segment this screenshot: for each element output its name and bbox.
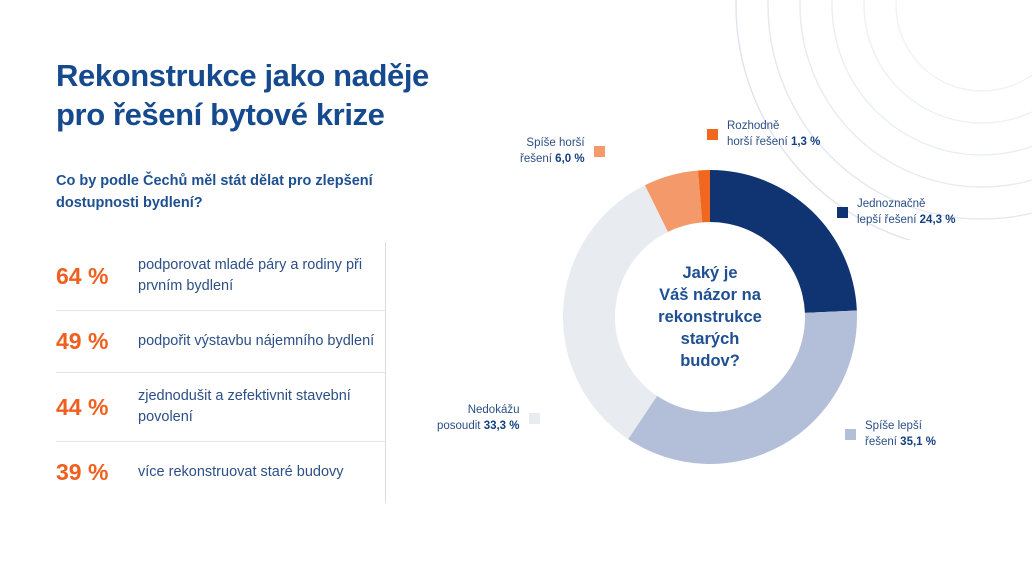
stat-label: zjednodušit a zefektivnit stavební povol…: [138, 388, 351, 425]
donut-slice-3[interactable]: [644, 170, 703, 232]
legend-swatch-nedokazu-posoudit: [528, 413, 540, 424]
center-line-4: starých: [680, 330, 740, 348]
center-line-2: Váš názor na: [659, 286, 761, 304]
center-line-1: Jaký je: [682, 264, 738, 282]
callout-value: 24,3 %: [919, 214, 956, 226]
callout-line-2: posoudit: [437, 420, 481, 432]
callout-spise-horsi-reseni: Spíše horší řešení 6,0 %: [520, 135, 605, 167]
donut-center-label: Jaký je Váš názor na rekonstrukce starýc…: [620, 262, 800, 372]
callout-nedokazu-posoudit: Nedokážu posoudit 33,3 %: [437, 402, 540, 434]
callout-line-1: Rozhodně: [727, 120, 780, 132]
callout-line-2: řešení: [865, 436, 897, 448]
callout-value: 1,3 %: [790, 136, 821, 148]
callout-value: 6,0 %: [555, 153, 585, 165]
legend-swatch-spise-lepsi: [845, 429, 856, 440]
donut-slice-1[interactable]: [628, 310, 857, 464]
center-line-5: budov?: [680, 352, 740, 370]
callout-line-1: Jednoznačně: [857, 198, 926, 210]
list-item: 44 % zjednodušit a zefektivnit stavební …: [56, 372, 385, 441]
callout-text: Spíše horší řešení 6,0 %: [520, 135, 585, 167]
callout-line-1: Spíše horší: [526, 137, 585, 149]
stats-list: 64 % podporovat mladé páry a rodiny při …: [56, 242, 386, 503]
callout-line-2: řešení: [520, 153, 552, 165]
stat-value: 49 %: [56, 328, 109, 354]
callout-line-1: Nedokážu: [467, 404, 520, 416]
donut-slice-2[interactable]: [563, 185, 668, 440]
stat-value: 39 %: [56, 459, 109, 485]
page-title: Rekonstrukce jako naděje pro řešení byto…: [56, 58, 429, 132]
callout-line-2: lepší řešení: [857, 214, 917, 226]
donut-slice-4[interactable]: [698, 170, 710, 223]
stat-label: podporovat mladé páry a rodiny při první…: [138, 257, 363, 294]
callout-text: Spíše lepší řešení 35,1 %: [865, 418, 936, 450]
stat-label: více rekonstruovat staré budovy: [138, 464, 344, 480]
callout-value: 33,3 %: [483, 420, 520, 432]
callout-jednoznacne-lepsi-reseni: Jednoznačně lepší řešení 24,3 %: [837, 196, 955, 228]
callout-line-2: horší řešení: [727, 136, 788, 148]
chart-area: Jaký je Váš názor na rekonstrukce starýc…: [437, 0, 1032, 580]
list-item: 64 % podporovat mladé páry a rodiny při …: [56, 242, 385, 310]
legend-swatch-spise-horsi: [593, 146, 605, 157]
callout-spise-lepsi-reseni: Spíše lepší řešení 35,1 %: [845, 418, 936, 450]
callout-value: 35,1 %: [900, 436, 936, 448]
list-item: 49 % podpořit výstavbu nájemního bydlení: [56, 310, 385, 372]
legend-swatch-jednoznacne-lepsi: [837, 207, 848, 218]
callout-rozhodne-horsi-reseni: Rozhodně horší řešení 1,3 %: [707, 118, 820, 150]
callout-text: Rozhodně horší řešení 1,3 %: [727, 118, 820, 150]
callout-line-1: Spíše lepší: [865, 420, 922, 432]
callout-text: Jednoznačně lepší řešení 24,3 %: [857, 196, 955, 228]
legend-swatch-rozhodne-horsi: [707, 129, 718, 140]
callout-text: Nedokážu posoudit 33,3 %: [437, 402, 520, 434]
center-line-3: rekonstrukce: [658, 308, 762, 326]
left-panel: Rekonstrukce jako naděje pro řešení byto…: [56, 56, 446, 503]
subtitle: Co by podle Čechů měl stát dělat pro zle…: [56, 173, 373, 211]
stat-value: 64 %: [56, 262, 109, 289]
list-item: 39 % více rekonstruovat staré budovy: [56, 441, 385, 503]
stat-value: 44 %: [56, 393, 109, 420]
stat-label: podpořit výstavbu nájemního bydlení: [138, 333, 375, 349]
